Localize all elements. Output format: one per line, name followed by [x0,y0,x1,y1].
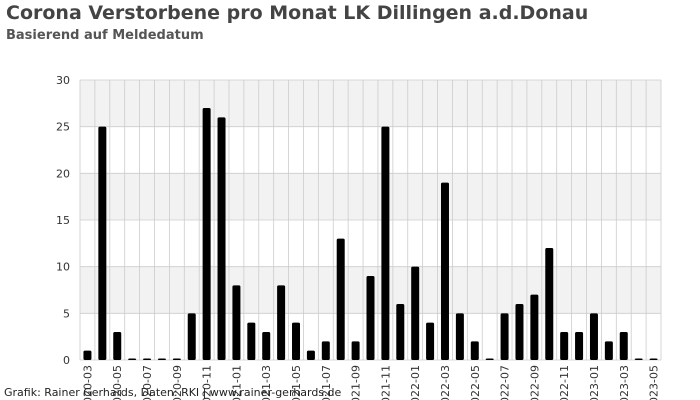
bar-2022-10 [545,248,554,360]
bar-2021-10 [366,276,375,360]
y-axis-ticks: 0 5 10 15 20 25 30 [56,74,70,367]
x-tick-label: 2021-07 [320,365,333,400]
bar-2022-01 [411,266,420,360]
x-tick-label: 2022-07 [499,365,512,400]
x-tick-label: 2023-05 [648,365,661,400]
bar-2020-10 [187,313,196,360]
bar-2023-04 [634,358,643,360]
chart-title: Corona Verstorbene pro Monat LK Dillinge… [6,2,589,24]
bar-2022-11 [560,332,569,360]
bar-2022-04 [455,313,464,360]
background-band [80,80,661,127]
y-tick-label: 0 [63,354,70,367]
bars [83,108,658,361]
bar-2021-09 [351,341,360,360]
bar-2022-09 [530,294,539,360]
bar-2020-09 [172,358,181,360]
bar-2021-01 [232,285,241,360]
x-axis-ticks: 2020-03 2020-05 2020-07 2020-09 2020-11 2021-… [81,365,660,400]
x-tick-label: 2020-11 [201,365,214,400]
bar-2021-02 [247,322,256,360]
y-tick-label: 5 [63,307,70,320]
bar-2022-07 [500,313,509,360]
bar-2021-03 [262,332,271,360]
x-tick-label: 2022-11 [558,365,571,400]
x-tick-label: 2021-01 [230,365,243,400]
bar-2022-05 [470,341,479,360]
x-tick-label: 2022-05 [469,365,482,400]
bar-2023-01 [589,313,598,360]
bar-2021-05 [292,322,301,360]
bar-2020-05 [113,332,122,360]
x-tick-label: 2021-09 [350,365,363,400]
x-tick-label: 2023-03 [618,365,631,400]
x-tick-label: 2020-03 [81,365,94,400]
y-tick-label: 20 [56,167,70,180]
bar-2021-06 [306,350,315,360]
y-tick-label: 10 [56,261,70,274]
bar-2020-08 [157,358,166,360]
x-tick-label: 2020-05 [111,365,124,400]
bar-2020-11 [202,108,211,360]
x-tick-label: 2022-03 [439,365,452,400]
bar-2021-04 [277,285,286,360]
bar-2020-07 [143,358,152,360]
bar-2022-03 [440,182,449,360]
x-tick-label: 2020-07 [141,365,154,400]
bar-2020-12 [217,117,226,360]
x-tick-label: 2021-03 [260,365,273,400]
bar-2020-04 [98,126,107,361]
bar-2021-12 [396,304,405,360]
bar-2021-08 [336,238,345,360]
y-tick-label: 25 [56,121,70,134]
bar-2022-08 [515,304,524,360]
bar-2022-06 [485,358,494,360]
x-tick-label: 2023-01 [588,365,601,400]
x-tick-label: 2020-09 [171,365,184,400]
x-tick-label: 2022-09 [528,365,541,400]
x-tick-label: 2022-01 [409,365,422,400]
bar-2023-02 [604,341,613,360]
bar-2023-05 [649,358,658,360]
bar-2020-03 [83,350,92,360]
bar-2022-12 [575,332,584,360]
x-tick-label: 2021-11 [379,365,392,400]
bar-2021-11 [381,126,390,361]
chart-subtitle: Basierend auf Meldedatum [6,28,204,43]
bar-2020-06 [128,358,137,360]
source-credit: Grafik: Rainer Gerhards, Daten: RKI | ww… [4,386,342,399]
background-band [80,173,661,220]
bar-2021-07 [321,341,330,360]
y-tick-label: 30 [56,74,70,87]
bar-2023-03 [619,332,628,360]
x-tick-label: 2021-05 [290,365,303,400]
bar-2022-02 [426,322,435,360]
y-tick-label: 15 [56,214,70,227]
